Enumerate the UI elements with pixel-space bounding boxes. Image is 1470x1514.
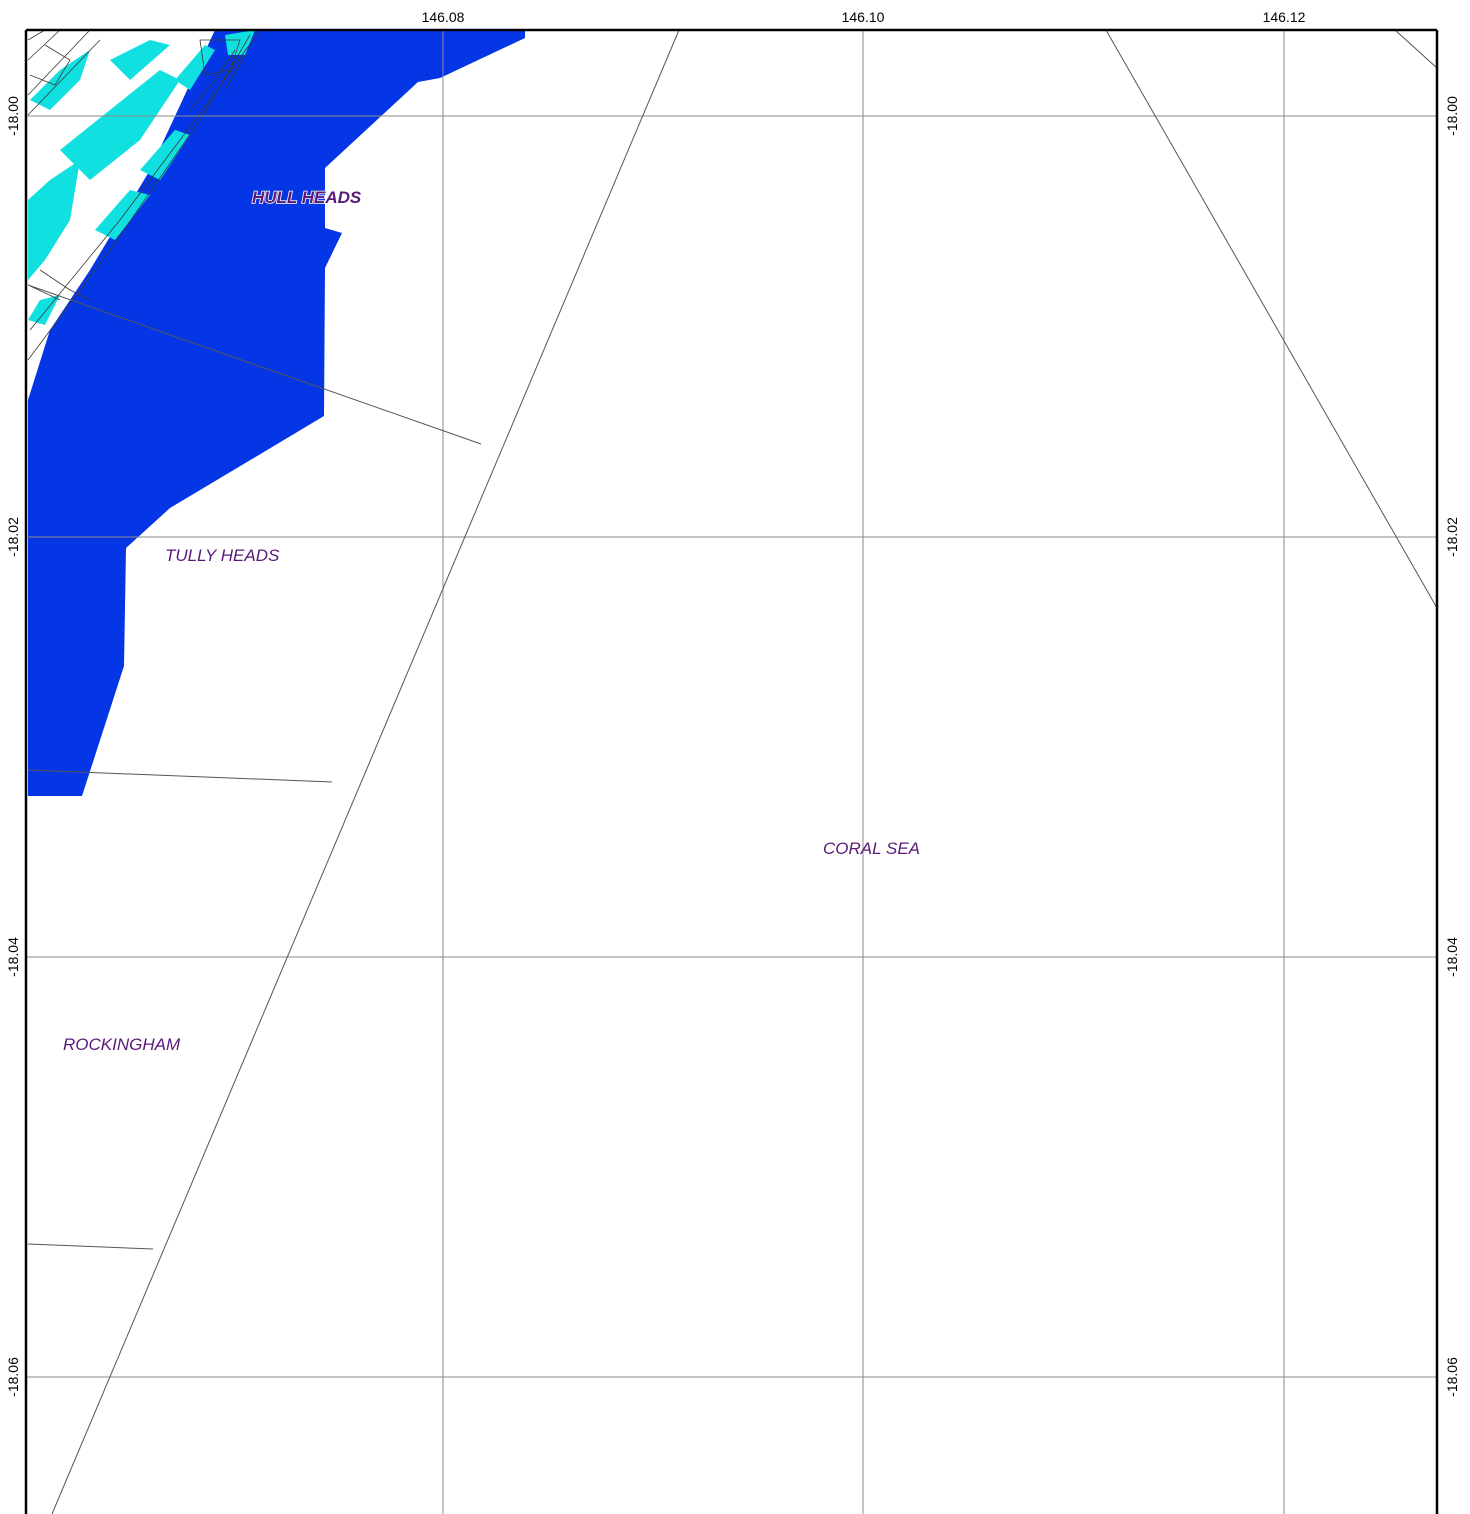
latitude-labels-left: -18.00 -18.02 -18.04 -18.06 — [5, 96, 21, 1397]
lon-label-146-08: 146.08 — [422, 9, 465, 25]
graticule — [26, 30, 1437, 1514]
latitude-labels-right: -18.00 -18.02 -18.04 -18.06 — [1444, 96, 1460, 1397]
lon-label-146-12: 146.12 — [1263, 9, 1306, 25]
boundary-lines — [27, 29, 1438, 1514]
place-label-hull-heads[interactable]: HULL HEADS — [251, 187, 363, 208]
longitude-labels: 146.08 146.10 146.12 — [422, 9, 1306, 25]
lat-label-left-18-00: -18.00 — [5, 96, 21, 136]
lat-label-left-18-06: -18.06 — [5, 1357, 21, 1397]
parcel-lines — [27, 29, 261, 361]
lat-label-left-18-04: -18.04 — [5, 937, 21, 977]
water-zone-polygon — [28, 30, 525, 796]
place-labels: HULL HEADS TULLY HEADS CORAL SEA ROCKING… — [63, 187, 920, 1054]
lat-label-right-18-02: -18.02 — [1444, 517, 1460, 557]
map-frame — [24, 28, 1439, 1514]
shallow-zone — [28, 30, 255, 325]
lon-label-146-10: 146.10 — [842, 9, 885, 25]
place-label-rockingham[interactable]: ROCKINGHAM — [63, 1035, 181, 1054]
lat-label-right-18-04: -18.04 — [1444, 937, 1460, 977]
lat-label-right-18-00: -18.00 — [1444, 96, 1460, 136]
lat-label-right-18-06: -18.06 — [1444, 1357, 1460, 1397]
place-label-coral-sea[interactable]: CORAL SEA — [823, 839, 920, 858]
place-label-tully-heads[interactable]: TULLY HEADS — [165, 546, 280, 565]
lat-label-left-18-02: -18.02 — [5, 517, 21, 557]
